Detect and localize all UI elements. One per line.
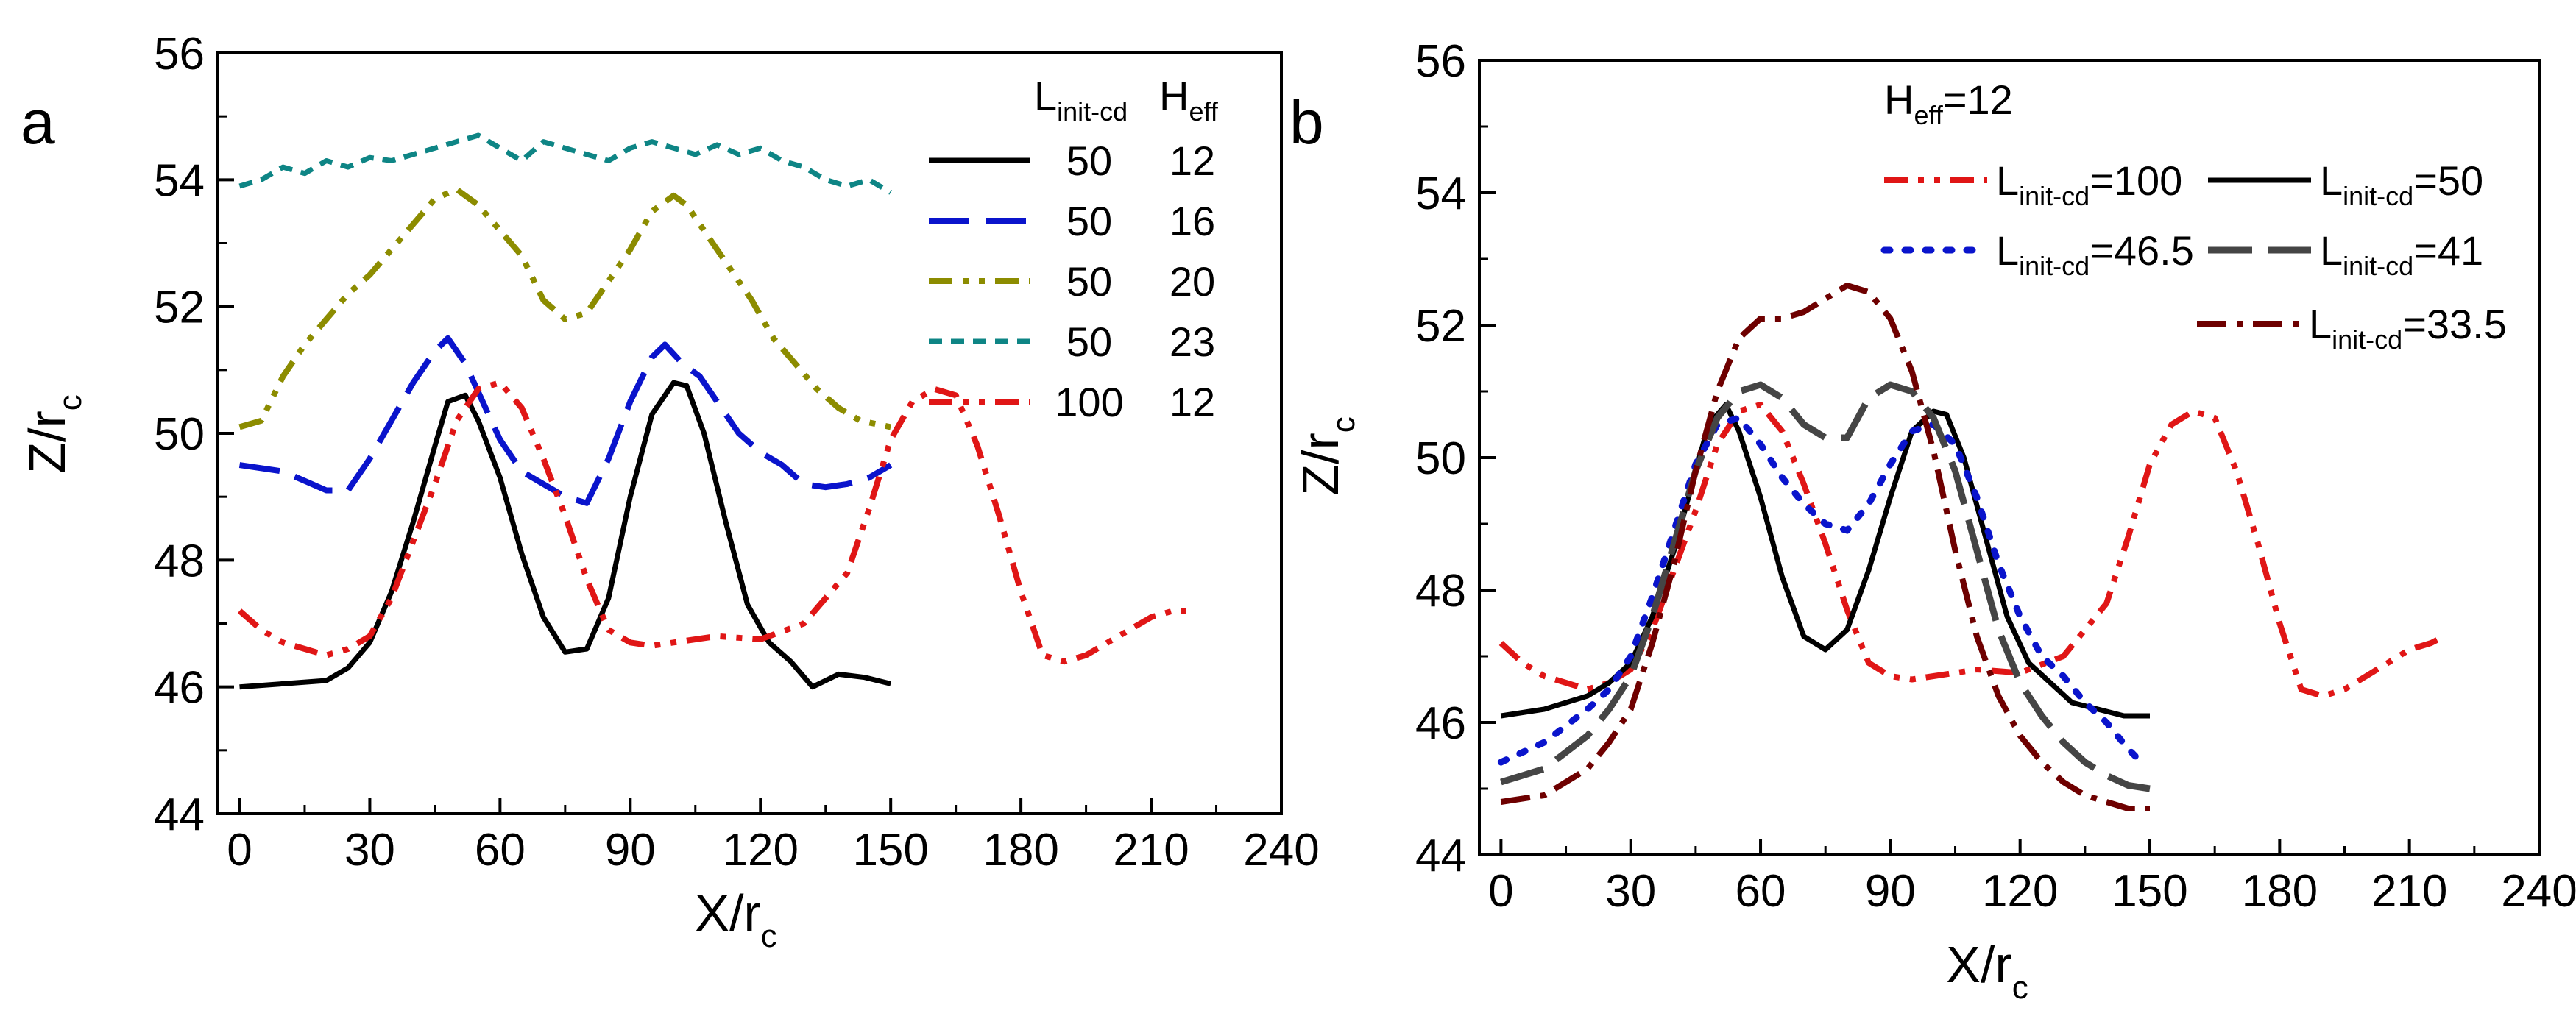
y-tick-label: 50 (154, 409, 205, 460)
y-tick-label: 56 (1415, 36, 1466, 87)
x-tick-label: 0 (227, 825, 252, 876)
legend-l-value: 50 (1066, 138, 1112, 184)
legend-entries-b: Linit-cd=100 Linit-cd=50 Linit-cd=46.5 Lini… (1880, 157, 2507, 355)
legend-h-value: 23 (1170, 319, 1215, 365)
legend-label: Linit-cd=46.5 (1996, 227, 2194, 281)
series-line (1498, 402, 2446, 699)
panel-letter-a: a (21, 88, 55, 157)
legend-l-value: 100 (1055, 379, 1123, 425)
x-tick-label: 180 (983, 825, 1058, 876)
y-tick-label: 48 (1415, 566, 1466, 617)
x-tick-label: 210 (1113, 825, 1189, 876)
x-axis-title-a: X/rc (695, 884, 776, 954)
x-tick-label: 0 (1488, 866, 1513, 917)
x-tick-labels-b: 0 30 60 90 120 150 180 210 240 (1488, 866, 2576, 917)
series-line (1500, 402, 2150, 719)
legend-header-l: Linit-cd (1034, 73, 1128, 127)
series-line (1497, 414, 2145, 766)
x-tick-label: 60 (1735, 866, 1786, 917)
y-tick-label: 46 (154, 663, 205, 714)
y-axis-title-a: Z/rc (18, 394, 88, 474)
legend-entries-a: 50 12 50 16 50 20 50 23 100 12 (929, 138, 1215, 425)
y-tick-label: 48 (154, 536, 205, 586)
x-tick-label: 120 (723, 825, 799, 876)
x-tick-label: 180 (2242, 866, 2318, 917)
x-tick-label: 30 (344, 825, 395, 876)
x-tick-labels-a: 0 30 60 90 120 150 180 210 240 (227, 825, 1319, 876)
tick-marks-b (1479, 59, 2541, 856)
x-tick-label: 210 (2371, 866, 2447, 917)
legend-l-value: 50 (1066, 258, 1112, 305)
legend-h-value: 16 (1170, 198, 1215, 244)
series-group-b (1497, 283, 2446, 811)
tick-marks-a (218, 52, 1283, 815)
y-tick-label: 56 (154, 29, 205, 79)
legend-h-value: 20 (1170, 258, 1215, 305)
plot-frame-a (216, 52, 1283, 815)
y-tick-labels-a: 44 46 48 50 52 54 56 (154, 29, 205, 840)
series-line (237, 380, 1186, 665)
y-tick-label: 54 (154, 155, 205, 206)
legend-h-value: 12 (1170, 379, 1215, 425)
legend-label: Linit-cd=100 (1996, 157, 2182, 211)
series-line (1500, 381, 2151, 792)
series-group-a (237, 132, 1186, 690)
series-line (238, 186, 892, 430)
x-tick-label: 150 (2112, 866, 2187, 917)
panel-a: a 0 30 60 90 120 150 180 210 240 44464850525456 … (18, 29, 1320, 954)
legend-label: Linit-cd=41 (2320, 227, 2483, 281)
y-tick-label: 52 (154, 283, 205, 333)
y-tick-label: 52 (1415, 301, 1466, 352)
x-tick-label: 60 (475, 825, 526, 876)
legend-b: Heff=12 Linit-cd=100 Linit-cd=50Linit-cd=… (1880, 77, 2507, 355)
legend-l-value: 50 (1066, 319, 1112, 365)
x-tick-label: 150 (852, 825, 928, 876)
legend-label: Linit-cd=50 (2320, 157, 2483, 211)
y-tick-labels-b: 44 46 48 50 52 54 56 (1415, 36, 1466, 881)
panel-b: b 0 30 60 90 120 150 180 210 240 44464850525456 … (1289, 36, 2576, 1006)
series-line (1500, 283, 2150, 811)
series-line (239, 380, 892, 690)
legend-a: Linit-cd Heff 50 12 50 16 50 20 50 23 100 12 (929, 73, 1219, 425)
x-tick-label: 240 (1243, 825, 1319, 876)
legend-l-value: 50 (1066, 198, 1112, 244)
y-axis-title-b: Z/rc (1292, 416, 1362, 496)
x-tick-label: 120 (1982, 866, 2058, 917)
x-tick-label: 30 (1605, 866, 1656, 917)
y-tick-label: 44 (1415, 831, 1466, 881)
y-tick-label: 46 (1415, 698, 1466, 749)
legend-title-b: Heff=12 (1884, 77, 2013, 130)
y-tick-label: 50 (1415, 433, 1466, 484)
x-tick-label: 90 (1865, 866, 1916, 917)
legend-h-value: 12 (1170, 138, 1215, 184)
x-tick-label: 90 (605, 825, 656, 876)
y-tick-label: 44 (154, 789, 205, 840)
panel-letter-b: b (1289, 88, 1324, 157)
series-line (238, 132, 892, 195)
x-tick-label: 240 (2501, 866, 2576, 917)
legend-header-h: Heff (1159, 73, 1219, 127)
series-line (238, 335, 893, 506)
legend-label: Linit-cd=33.5 (2309, 301, 2507, 355)
y-tick-label: 54 (1415, 168, 1466, 219)
x-axis-title-b: X/rc (1946, 936, 2028, 1006)
